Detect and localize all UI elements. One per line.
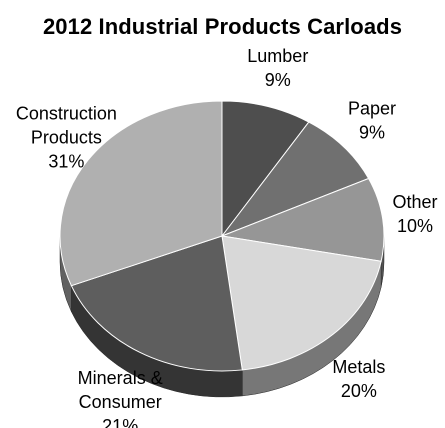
slice-value-label: 21%: [102, 416, 138, 428]
pie-top: [59, 100, 385, 372]
pie-label-paper: Paper 9%: [348, 98, 396, 142]
slice-value-label: 10%: [397, 216, 433, 236]
slice-value-label: 31%: [48, 152, 84, 172]
pie-slice-paper: [220, 121, 370, 238]
pie-label-metals: Metals 20%: [332, 357, 385, 401]
pie-slice-other: [220, 177, 385, 262]
pie-label-construction-products: Construction Products 31%: [16, 104, 117, 172]
slice-value-label: 20%: [341, 381, 377, 401]
slice-name-label: Other: [392, 192, 437, 212]
slice-name-label: Construction: [16, 104, 117, 124]
pie-labels: Lumber 9% Paper 9% Other 10% Metals 20% Minerals…: [16, 46, 438, 428]
pie-slice-metals: [221, 235, 382, 371]
pie-label-minerals-consumer: Minerals & Consumer 21%: [78, 368, 163, 428]
slice-name-label: Products: [31, 128, 102, 148]
pie-label-other: Other 10%: [392, 192, 437, 236]
pie-slice-construction-products: [59, 100, 223, 287]
pie-slice-lumber: [221, 100, 310, 238]
pie-label-lumber: Lumber 9%: [247, 46, 308, 90]
pie-slice-minerals-consumer: [70, 235, 243, 372]
slice-name-label: Metals: [332, 357, 385, 377]
slice-name-label: Consumer: [79, 392, 162, 412]
slice-value-label: 9%: [265, 70, 291, 90]
slice-value-label: 9%: [359, 122, 385, 142]
slice-name-label: Minerals &: [78, 368, 163, 388]
chart-title: 2012 Industrial Products Carloads: [42, 14, 403, 39]
slice-name-label: Lumber: [247, 46, 308, 66]
slice-name-label: Paper: [348, 98, 396, 118]
